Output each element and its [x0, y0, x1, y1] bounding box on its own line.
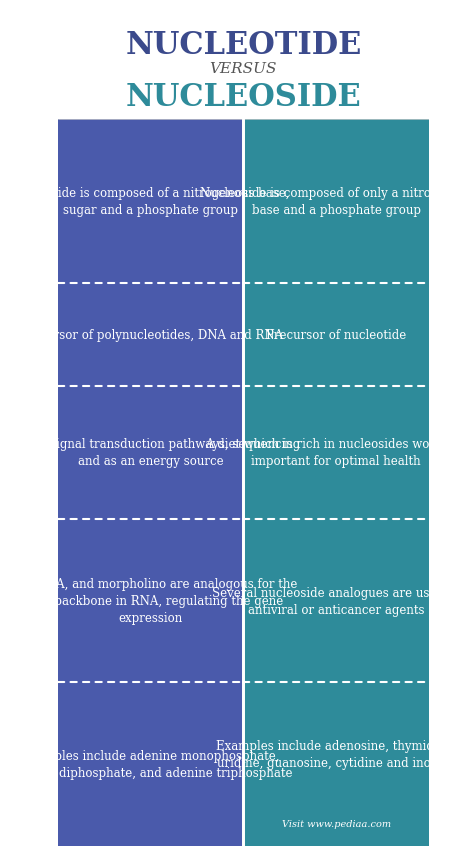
Text: Precursor of nucleotide: Precursor of nucleotide: [266, 328, 406, 341]
Bar: [244, 120, 429, 283]
Text: Nucleotide is composed of a nitrogenous base, sugar and a phosphate group: Nucleotide is composed of a nitrogenous …: [11, 187, 290, 216]
Text: NUCLEOSIDE: NUCLEOSIDE: [126, 82, 361, 113]
Text: NUCLEOTIDE: NUCLEOTIDE: [125, 30, 362, 61]
Text: Examples include adenine monophosphate, adenine diphosphate, and adenine triphos: Examples include adenine monophosphate, …: [9, 749, 293, 779]
Text: VERSUS: VERSUS: [210, 62, 277, 76]
Text: Precursor of polynucleotides, DNA and RNA: Precursor of polynucleotides, DNA and RN…: [18, 328, 283, 341]
Bar: [58, 519, 244, 683]
Bar: [58, 120, 244, 283]
Bar: [58, 283, 244, 386]
Text: A diet which is rich in nucleosides would be important for optimal health: A diet which is rich in nucleosides woul…: [206, 437, 467, 468]
Bar: [244, 283, 429, 386]
Text: LNA, PNA, and morpholino are analogous for the sugar backbone in RNA, regulating: LNA, PNA, and morpholino are analogous f…: [4, 578, 297, 624]
Bar: [244, 683, 429, 846]
Text: Several nucleoside analogues are used as antiviral or anticancer agents: Several nucleoside analogues are used as…: [212, 586, 461, 616]
Bar: [58, 386, 244, 519]
Bar: [58, 683, 244, 846]
Bar: [244, 519, 429, 683]
Text: Used in signal transduction pathways, sequencing and as an energy source: Used in signal transduction pathways, se…: [1, 437, 300, 468]
Text: Nucleoside is composed of only a nitrogenous base and a phosphate group: Nucleoside is composed of only a nitroge…: [200, 187, 473, 216]
Bar: [244, 386, 429, 519]
Text: Examples include adenosine, thymidine, uridine, guanosine, cytidine and inosine: Examples include adenosine, thymidine, u…: [216, 740, 456, 770]
Text: Visit www.pediaa.com: Visit www.pediaa.com: [282, 819, 391, 828]
